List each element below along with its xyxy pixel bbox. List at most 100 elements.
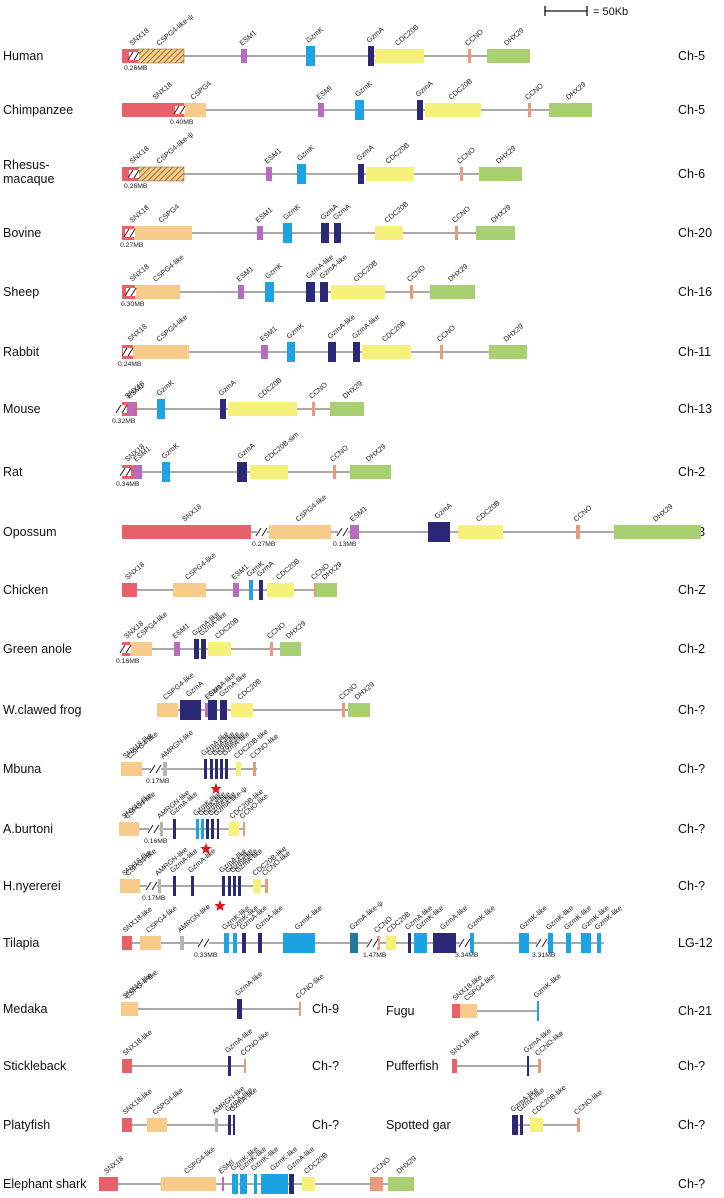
gene-label: ESMI	[315, 83, 334, 101]
gene-box-dhx29	[487, 49, 530, 63]
gene-box-gzmk-like	[232, 1174, 238, 1194]
gene-box-gzmk-like	[261, 1174, 288, 1194]
gene-box-ccno	[528, 103, 531, 117]
gene-box-gzma-like	[512, 1115, 518, 1135]
species-name: A.burtoni	[3, 822, 53, 836]
gene-box-gzma-like	[206, 819, 209, 839]
break-distance-label: 0.27MB	[120, 242, 144, 249]
chromosome-label: Ch-13	[678, 402, 712, 416]
species-name: Medaka	[3, 1002, 48, 1016]
gene-box-cspg4-like	[269, 525, 331, 539]
species-name: Elephant shark	[3, 1177, 87, 1191]
break-distance-label: 0.27MB	[252, 541, 276, 548]
gene-box-dhx29	[280, 642, 301, 656]
gene-label: CCNO	[463, 27, 485, 48]
gene-box-gzma	[259, 580, 263, 600]
gene-box-ccno	[576, 525, 580, 539]
gene-box-dhx29	[348, 703, 370, 717]
gene-box-dhx29	[476, 226, 515, 240]
gene-box-gzma-like	[173, 819, 176, 839]
gene-box-gzmk-like	[233, 933, 237, 953]
gene-box-esm1	[134, 465, 142, 479]
gene-label: GzmA	[433, 501, 454, 521]
gene-box-gzmk-like	[597, 933, 601, 953]
gene-box-gzma	[417, 100, 423, 120]
gene-label: GzmK	[304, 25, 325, 45]
gene-label: CCNO	[307, 380, 329, 401]
gene-box-cspg4-like	[119, 822, 139, 836]
gene-label: CDC20B	[274, 556, 302, 581]
gene-label: CSPG4-like-ψ	[155, 130, 195, 166]
gene-box-amrgn-like	[160, 822, 163, 836]
chromosome-label: Ch-?	[312, 1059, 339, 1073]
gene-label: CCNO-like	[572, 1088, 604, 1117]
gene-box-gzmk	[355, 100, 364, 120]
gene-box-ccno-like	[577, 1118, 580, 1132]
gene-box-gzma-like	[222, 876, 225, 896]
gene-box-cspg4-like	[140, 936, 161, 950]
gene-label: CCNO	[435, 323, 457, 344]
gene-box-gzma-like	[217, 819, 219, 839]
gene-box-gzmk-like	[201, 819, 204, 839]
species-name: Bovine	[3, 226, 41, 240]
gene-label: GzmK	[353, 79, 374, 99]
gene-label: SNX18-like	[121, 1087, 154, 1117]
gene-label: CCNO-like	[294, 972, 326, 1001]
gene-box-gzmk	[287, 342, 295, 362]
gene-label: ESM1	[254, 205, 275, 224]
gene-box-cdc20b	[231, 703, 253, 717]
gene-box-esm1	[257, 226, 263, 240]
chromosome-label: Ch-?	[678, 879, 705, 893]
gene-box-gzma-like	[173, 876, 176, 896]
gene-box-cdc20b-like	[253, 879, 261, 893]
gene-box-ccno-like	[299, 1002, 301, 1016]
gene-box-cspg4-like	[161, 1177, 216, 1191]
gene-box-esmi	[318, 103, 324, 117]
gene-box-esmi	[222, 1177, 224, 1191]
species-name: Rhesus-macaque	[3, 158, 54, 186]
species-name: Green anole	[3, 642, 72, 656]
gene-box-cdc20b	[375, 226, 403, 240]
gene-label: CDC20B	[383, 199, 411, 224]
star-marker	[200, 843, 212, 854]
chromosome-label: Ch-?	[678, 1059, 705, 1073]
break-distance-label: 3.31MB	[532, 952, 556, 959]
gene-box-gzma-like	[408, 933, 411, 953]
gene-box-cdc20b	[375, 49, 424, 63]
gene-box-gzma-like	[191, 876, 194, 896]
break-mark	[127, 51, 140, 61]
gene-label: SNX18	[151, 80, 174, 102]
break-mark	[255, 527, 268, 537]
gene-box-cspg4-like	[173, 583, 206, 597]
gene-label: GzmK-like	[532, 971, 563, 999]
gene-label: SNX18-like	[448, 1028, 481, 1058]
gene-label: CSPG4-like	[123, 790, 158, 821]
gene-box-cspg4-like	[157, 703, 178, 717]
chromosome-label: Ch-11	[678, 345, 711, 359]
gene-box-cdc20b	[208, 642, 231, 656]
gene-label: CDC20B	[256, 375, 284, 400]
species-row-opossum: OpossumCh-3SNX18CSPG4-likeESM1GzmACDC20B…	[3, 493, 705, 548]
gene-box-gzmk	[297, 164, 306, 184]
gene-label: CSPG4-like	[124, 847, 159, 878]
chromosome-label: Ch-6	[678, 167, 705, 181]
gene-label: CSPG4-like	[183, 551, 218, 582]
gene-box-gzmk	[283, 223, 292, 243]
gene-box-ccno	[455, 226, 458, 240]
gene-label: CSPG4-like	[155, 313, 190, 344]
chromosome-label: Ch-Z	[678, 583, 706, 597]
gene-label: CDC20B	[352, 258, 380, 283]
gene-box-gzma-like	[238, 876, 241, 896]
gene-label: GzmK-like	[293, 903, 324, 931]
gene-box-cspg4-like	[137, 166, 185, 182]
gene-label: CCNO	[523, 81, 545, 102]
gene-label: GzmA-like	[233, 969, 264, 997]
gene-label: CCNO	[405, 263, 427, 284]
gene-box-snx18-like	[122, 1059, 132, 1073]
break-distance-label: 0.40MB	[170, 119, 194, 126]
gene-label: GzmK-like	[518, 903, 549, 931]
